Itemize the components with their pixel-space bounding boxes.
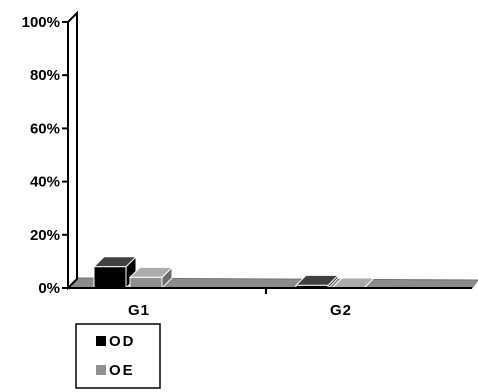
legend-box [75,323,161,389]
bar-oe-g1 [128,266,174,290]
x-tick-label-g2: G2 [330,302,352,319]
legend-swatch-oe [96,365,106,375]
y-tick-label: 80% [30,67,60,84]
y-tick-label: 20% [30,227,60,244]
legend: OD OE [75,323,161,389]
y-tick-label: 100% [22,14,60,31]
y-tick-labels: 0% 20% 40% 60% 80% 100% [22,14,68,297]
y-tick-label: 0% [38,280,60,297]
bar-front-face [93,266,127,289]
legend-label-od: OD [109,333,136,350]
x-tick-labels: G1 G2 [128,288,352,319]
y-axis [63,10,472,291]
y-tick-label: 60% [30,120,60,137]
y-tick-label: 40% [30,174,60,191]
bar-od-g1 [92,255,138,290]
bar-front-face [129,276,163,289]
legend-swatch-od [96,336,106,346]
y-axis-wall [67,10,78,291]
x-tick-label-g1: G1 [128,302,150,319]
legend-label-oe: OE [109,362,135,379]
bars [92,255,376,290]
